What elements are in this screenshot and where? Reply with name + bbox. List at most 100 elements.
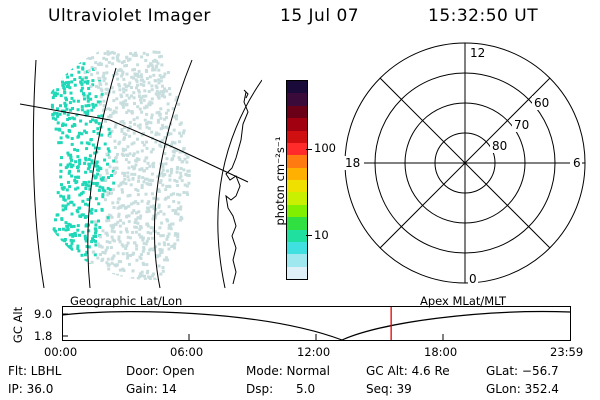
- aurora-pixel: [63, 276, 67, 280]
- aurora-pixel: [143, 177, 147, 181]
- aurora-pixel: [146, 64, 150, 68]
- aurora-pixel: [92, 238, 96, 242]
- aurora-pixel: [143, 159, 147, 163]
- aurora-pixel: [66, 272, 70, 276]
- aurora-pixel: [136, 221, 140, 225]
- aurora-pixel: [166, 71, 170, 74]
- aurora-pixel: [131, 269, 135, 273]
- aurora-pixel: [159, 144, 163, 148]
- aurora-pixel: [119, 120, 123, 124]
- aurora-pixel: [150, 101, 154, 105]
- aurora-pixel: [53, 91, 57, 95]
- aurora-pixel: [69, 255, 72, 259]
- aurora-pixel: [65, 98, 68, 102]
- aurora-pixel: [135, 116, 139, 120]
- aurora-pixel: [90, 51, 94, 55]
- aurora-pixel: [125, 72, 129, 76]
- aurora-pixel: [75, 54, 79, 58]
- aurora-pixel: [42, 262, 46, 266]
- aurora-pixel: [138, 275, 141, 279]
- aurora-pixel: [116, 53, 120, 57]
- aurora-pixel: [93, 50, 97, 53]
- aurora-pixel: [141, 140, 145, 144]
- aurora-pixel: [135, 211, 138, 215]
- aurora-pixel: [118, 67, 122, 71]
- aurora-pixel: [58, 266, 62, 270]
- aurora-pixel: [133, 122, 137, 126]
- aurora-pixel: [132, 141, 136, 145]
- aurora-pixel: [79, 276, 83, 280]
- aurora-pixel: [153, 230, 157, 234]
- aurora-pixel: [128, 262, 131, 266]
- aurora-pixel: [84, 239, 88, 243]
- aurora-pixel: [143, 169, 146, 173]
- aurora-pixel: [114, 122, 118, 126]
- aurora-pixel: [128, 120, 132, 124]
- aurora-pixel: [55, 79, 59, 83]
- aurora-pixel: [92, 105, 96, 109]
- aurora-pixel: [90, 159, 94, 163]
- aurora-pixel: [100, 272, 104, 276]
- aurora-pixel: [58, 59, 62, 63]
- aurora-pixel: [116, 57, 120, 61]
- aurora-pixel: [97, 281, 100, 284]
- aurora-pixel: [63, 263, 67, 267]
- aurora-pixel: [176, 184, 180, 187]
- aurora-pixel: [151, 217, 155, 221]
- aurora-pixel: [103, 251, 107, 255]
- aurora-pixel: [66, 281, 69, 284]
- aurora-pixel: [53, 236, 57, 240]
- time-label: 15:32:50 UT: [428, 6, 539, 26]
- aurora-pixel: [126, 254, 130, 258]
- aurora-pixel: [107, 60, 111, 64]
- aurora-pixel: [112, 90, 116, 94]
- aurora-pixel: [119, 230, 123, 234]
- aurora-pixel: [175, 95, 179, 99]
- aurora-pixel: [59, 94, 63, 98]
- color-scale-bar: [286, 80, 308, 280]
- aurora-pixel: [169, 227, 173, 231]
- aurora-pixel: [114, 156, 117, 160]
- aurora-pixel: [125, 93, 129, 97]
- aurora-pixel: [52, 249, 56, 252]
- aurora-pixel: [65, 188, 69, 192]
- aurora-pixel: [130, 142, 134, 146]
- aurora-pixel: [165, 157, 169, 161]
- altitude-plot-frame: [62, 306, 571, 341]
- aurora-pixel: [136, 202, 140, 206]
- aurora-pixel: [152, 204, 156, 208]
- aurora-pixel: [90, 240, 94, 244]
- aurora-pixel: [139, 214, 143, 218]
- aurora-pixel: [159, 251, 163, 254]
- aurora-pixel: [152, 214, 156, 218]
- aurora-pixel: [179, 171, 183, 175]
- aurora-pixel: [68, 185, 72, 189]
- aurora-pixel: [57, 262, 61, 266]
- aurora-pixel: [33, 56, 37, 60]
- aurora-pixel: [95, 150, 99, 154]
- aurora-pixel: [146, 222, 149, 226]
- aurora-pixel: [53, 244, 57, 248]
- aurora-pixel: [95, 84, 98, 88]
- aurora-pixel: [122, 137, 126, 141]
- aurora-pixel: [56, 88, 60, 92]
- aurora-pixel: [172, 192, 175, 196]
- aurora-pixel: [132, 209, 136, 213]
- aurora-pixel: [120, 188, 124, 192]
- aurora-pixel: [130, 75, 134, 79]
- aurora-pixel: [68, 169, 72, 173]
- aurora-pixel: [179, 121, 183, 125]
- meridian-line: [87, 67, 117, 289]
- aurora-pixel: [158, 172, 162, 176]
- aurora-pixel: [99, 253, 102, 256]
- aurora-pixel: [155, 89, 159, 93]
- aurora-pixel: [52, 229, 56, 233]
- aurora-pixel: [44, 89, 48, 93]
- aurora-pixel: [63, 270, 67, 274]
- aurora-pixel: [161, 266, 165, 270]
- aurora-pixel: [84, 215, 88, 218]
- aurora-pixel: [37, 51, 40, 55]
- aurora-pixel: [47, 74, 51, 78]
- colorbar-tick: [306, 149, 312, 150]
- aurora-pixel: [109, 214, 113, 218]
